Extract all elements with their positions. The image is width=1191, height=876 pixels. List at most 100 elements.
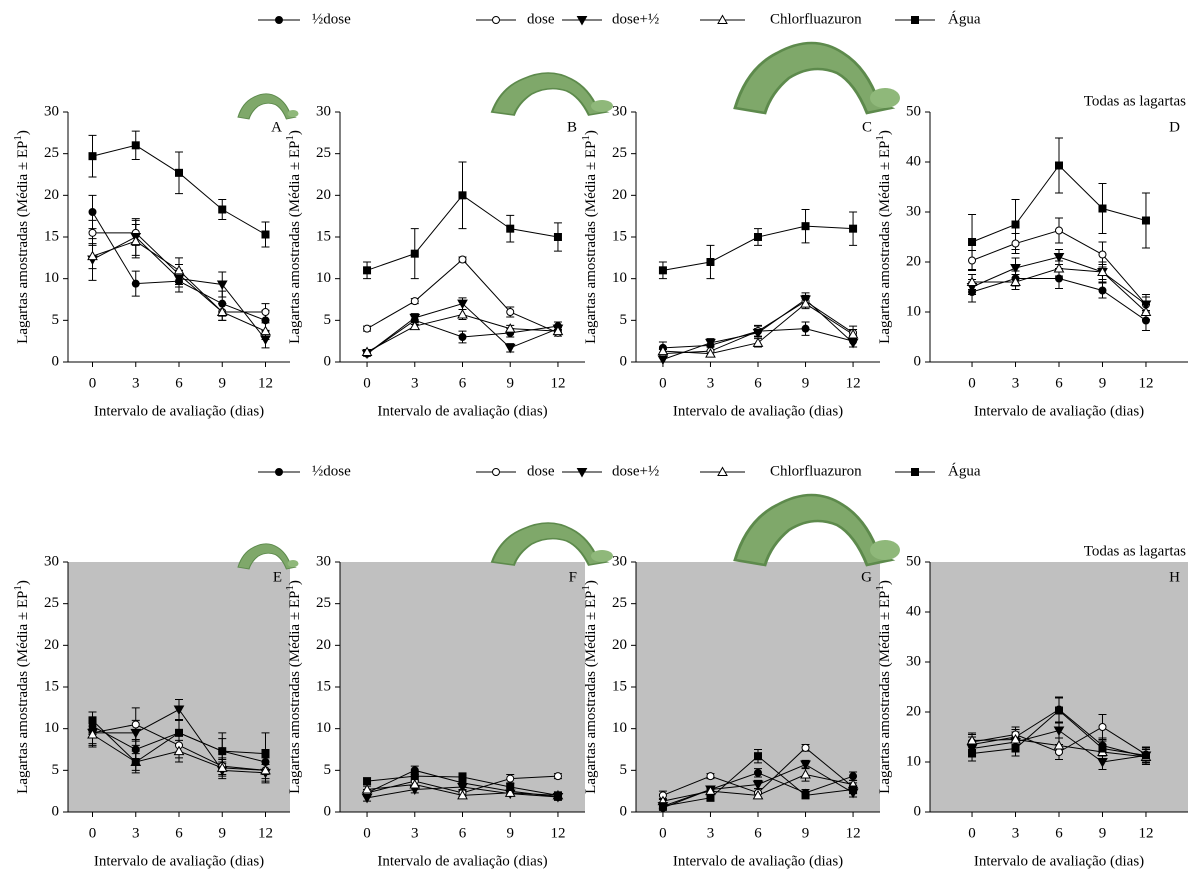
marker (1053, 726, 1065, 737)
y-tick-label: 0 (324, 803, 332, 819)
marker (1053, 739, 1065, 750)
marker (218, 747, 227, 756)
x-tick-label: 12 (550, 825, 565, 841)
y-tick-label: 30 (316, 553, 331, 569)
legend-label: dose+½ (612, 463, 659, 479)
y-tick-label: 50 (906, 553, 921, 569)
y-tick-label: 0 (52, 353, 60, 369)
x-tick-label: 3 (707, 825, 715, 841)
x-tick-label: 3 (1012, 825, 1020, 841)
y-tick-label: 40 (906, 603, 921, 619)
marker (717, 14, 728, 24)
marker (88, 716, 97, 725)
panel-label: H (1169, 569, 1180, 585)
x-tick-label: 6 (175, 825, 183, 841)
marker (506, 774, 515, 783)
x-axis-title: Intervalo de avaliação (dias) (377, 403, 547, 419)
y-tick-label: 25 (316, 145, 331, 161)
marker (409, 778, 421, 789)
y-tick-label: 0 (52, 803, 60, 819)
y-tick-label: 30 (906, 653, 921, 669)
marker (361, 793, 373, 804)
marker (1141, 316, 1150, 325)
y-axis-title-part: Lagartas amostradas (Média ± EP (583, 141, 599, 344)
y-tick-label: 30 (612, 103, 627, 119)
marker (657, 355, 669, 366)
x-tick-label: 0 (89, 375, 97, 391)
y-tick-label: 15 (44, 228, 59, 244)
marker (492, 468, 500, 476)
marker (261, 308, 270, 316)
marker (752, 780, 764, 791)
x-axis-title: Intervalo de avaliação (dias) (673, 853, 843, 869)
marker (363, 266, 372, 275)
legend-label: ½dose (312, 463, 351, 479)
marker (506, 783, 515, 791)
marker (261, 749, 270, 758)
marker (458, 191, 467, 200)
marker (1055, 274, 1063, 283)
x-tick-label: 12 (846, 825, 861, 841)
marker (1011, 220, 1020, 229)
marker (847, 338, 859, 349)
y-tick-label: 5 (52, 312, 60, 328)
marker (717, 466, 728, 476)
marker (800, 298, 811, 308)
marker (706, 793, 715, 802)
marker (801, 324, 810, 333)
x-tick-label: 0 (659, 825, 667, 841)
y-axis-title: Lagartas amostradas (Média ± EP1) (874, 580, 894, 794)
y-tick-label: 5 (620, 762, 628, 778)
y-axis-title-part: ) (15, 580, 31, 585)
marker (87, 728, 98, 739)
marker (911, 16, 919, 24)
y-axis-title-part: 1 (12, 135, 24, 141)
marker (260, 335, 271, 346)
marker (260, 764, 271, 775)
y-tick-label: 0 (914, 803, 922, 819)
marker (363, 777, 372, 786)
panel-label: C (862, 119, 872, 135)
y-tick-label: 40 (906, 153, 921, 169)
marker (361, 783, 373, 794)
marker (506, 224, 515, 233)
marker (553, 772, 562, 781)
y-tick-label: 10 (316, 270, 331, 286)
marker (492, 16, 500, 24)
y-axis-title-part: 1 (874, 585, 886, 591)
caterpillar-medium (490, 521, 615, 567)
plot-background (340, 112, 585, 362)
marker (966, 744, 978, 755)
x-tick-label: 0 (659, 375, 667, 391)
marker (801, 743, 810, 752)
x-tick-label: 3 (411, 825, 419, 841)
panel-label: A (271, 119, 282, 135)
x-axis-title: Intervalo de avaliação (dias) (673, 403, 843, 419)
legend-label: dose+½ (612, 11, 659, 27)
x-tick-label: 0 (968, 825, 976, 841)
legend-label: Água (948, 462, 981, 479)
y-axis-title: Lagartas amostradas (Média ± EP1) (874, 130, 894, 344)
marker (410, 772, 419, 781)
marker (457, 308, 468, 319)
x-tick-label: 6 (1055, 375, 1063, 391)
y-tick-label: 20 (906, 703, 921, 719)
x-tick-label: 9 (506, 375, 514, 391)
y-tick-label: 0 (620, 803, 628, 819)
marker (131, 758, 140, 766)
plot-background (930, 562, 1188, 812)
caterpillar-large (733, 493, 902, 567)
marker (1055, 748, 1063, 756)
marker (706, 258, 715, 266)
plot-background (68, 562, 290, 812)
marker (1053, 253, 1065, 263)
marker (911, 468, 919, 476)
marker (88, 228, 97, 237)
marker (553, 233, 562, 241)
x-tick-label: 6 (754, 825, 762, 841)
marker (576, 16, 588, 26)
caterpillar-large (733, 41, 902, 115)
y-tick-label: 25 (44, 595, 59, 611)
y-tick-label: 10 (316, 720, 331, 736)
x-tick-label: 6 (1055, 825, 1063, 841)
